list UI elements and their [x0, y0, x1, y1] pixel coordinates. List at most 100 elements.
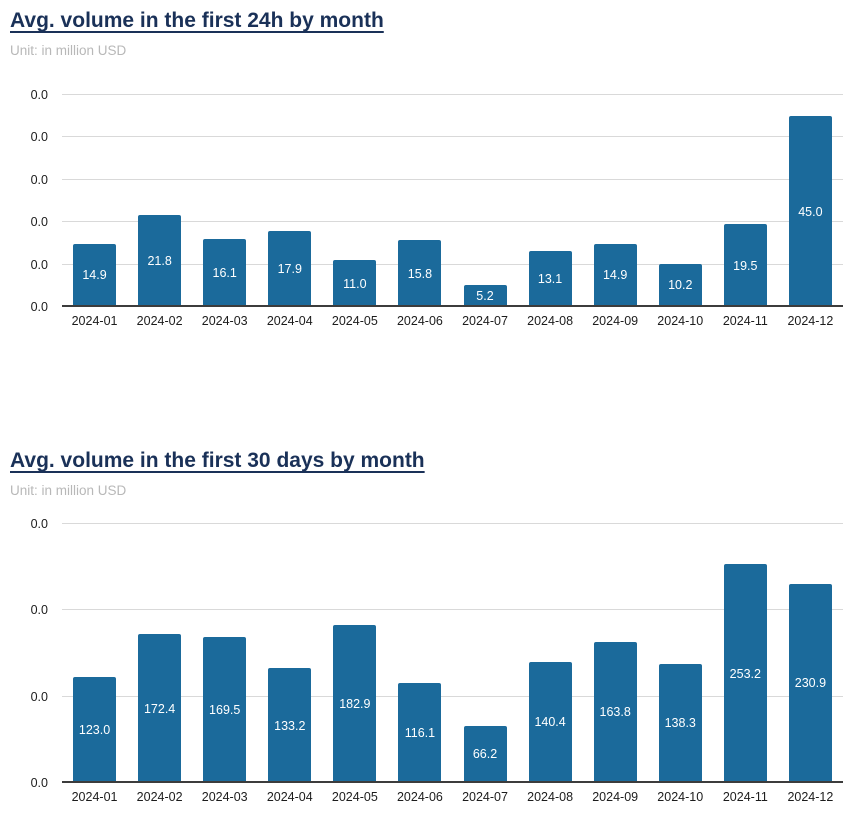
x-tick-label: 2024-09 [592, 314, 639, 328]
bar-slot: 116.1 [387, 524, 452, 783]
x-tick-label: 2024-07 [462, 314, 508, 328]
bar-slot: 66.2 [452, 524, 517, 783]
x-axis-line [62, 305, 843, 307]
y-tick-label: 0.0 [30, 130, 48, 145]
bar-2024-06: 15.8 [398, 240, 442, 307]
bar-value-label: 17.9 [277, 262, 302, 277]
gridline [62, 94, 843, 95]
bar-chart-30d: 0.0 0.0 0.0 0.0 123.0 172.4 169.5 133.2 182.9 11… [10, 517, 855, 809]
bar-value-label: 182.9 [339, 697, 371, 712]
chart-subtitle-24h: Unit: in million USD [10, 43, 127, 58]
y-axis-30d: 0.0 0.0 0.0 0.0 [10, 517, 62, 790]
bar-slot: 13.1 [518, 95, 583, 307]
chart-subtitle-30d: Unit: in million USD [10, 483, 127, 498]
bar-2024-09: 163.8 [593, 641, 637, 783]
x-tick-label: 2024-09 [592, 790, 639, 804]
bar-slot: 15.8 [387, 95, 452, 307]
bar-value-label: 16.1 [212, 265, 237, 280]
bar-slot: 163.8 [583, 524, 648, 783]
bar-2024-10: 138.3 [658, 663, 702, 783]
bar-value-label: 169.5 [209, 702, 241, 717]
chart-section-24h: Avg. volume in the first 24h by month Un… [10, 8, 855, 333]
bars-group: 14.9 21.8 16.1 17.9 11.0 15.8 5.2 13.1 14.9 10.2 1… [62, 95, 843, 307]
bars-group: 123.0 172.4 169.5 133.2 182.9 116.1 66.2 140.4 1… [62, 524, 843, 783]
bar-value-label: 172.4 [143, 701, 176, 716]
bar-slot: 11.0 [322, 95, 387, 307]
y-tick-label: 0.0 [30, 172, 48, 187]
bar-slot: 19.5 [713, 95, 778, 307]
bar-2024-05: 182.9 [333, 625, 377, 783]
x-tick-label: 2024-05 [331, 790, 378, 804]
bar-2024-04: 133.2 [268, 668, 312, 783]
bar-value-label: 123.0 [78, 722, 111, 737]
bar-slot: 169.5 [192, 524, 257, 783]
x-tick-label: 2024-06 [396, 314, 443, 328]
chart-section-30d: Avg. volume in the first 30 days by mont… [10, 448, 855, 809]
bar-slot: 14.9 [583, 95, 648, 307]
bar-2024-03: 169.5 [203, 636, 247, 783]
bar-value-label: 21.8 [147, 253, 172, 268]
bar-value-label: 13.1 [537, 272, 563, 287]
plot-area-30d: 123.0 172.4 169.5 133.2 182.9 116.1 66.2 140.4 1… [62, 523, 843, 783]
bar-slot: 230.9 [778, 524, 843, 783]
y-tick-label: 0.0 [30, 603, 48, 618]
bar-2024-12: 45.0 [788, 116, 832, 307]
gridline [62, 221, 843, 223]
x-tick-label: 2024-07 [462, 790, 508, 804]
x-tick-label: 2024-05 [331, 314, 378, 328]
bar-value-label: 11.0 [343, 276, 367, 291]
chart-title-24h[interactable]: Avg. volume in the first 24h by month [10, 9, 384, 32]
bar-2024-08: 13.1 [528, 251, 572, 307]
bar-slot: 16.1 [192, 95, 257, 307]
bar-slot: 138.3 [648, 524, 713, 783]
x-tick-label: 2024-01 [71, 790, 118, 804]
x-tick-label: 2024-10 [657, 314, 704, 328]
x-tick-label: 2024-12 [787, 314, 834, 328]
bar-2024-06: 116.1 [398, 682, 442, 783]
bar-slot: 182.9 [322, 524, 387, 783]
bar-slot: 253.2 [713, 524, 778, 783]
y-tick-label: 0.0 [30, 88, 48, 102]
chart-title-30d[interactable]: Avg. volume in the first 30 days by mont… [10, 449, 425, 472]
bar-value-label: 45.0 [798, 204, 823, 219]
bar-slot: 140.4 [518, 524, 583, 783]
bar-2024-05: 11.0 [333, 260, 377, 307]
x-tick-label: 2024-11 [722, 790, 768, 804]
bar-2024-01: 123.0 [73, 676, 117, 783]
x-tick-label: 2024-08 [527, 790, 574, 804]
y-tick-label: 0.0 [30, 776, 48, 790]
y-tick-label: 0.0 [30, 215, 48, 230]
x-tick-label: 2024-04 [266, 790, 313, 804]
x-tick-label: 2024-10 [657, 790, 704, 804]
bar-value-label: 19.5 [733, 258, 758, 273]
bar-2024-12: 230.9 [788, 583, 832, 783]
bar-slot: 5.2 [452, 95, 517, 307]
gridline [62, 178, 843, 180]
plot-area-24h: 14.9 21.8 16.1 17.9 11.0 15.8 5.2 13.1 14.9 10.2 1… [62, 94, 843, 307]
x-tick-label: 2024-02 [136, 790, 183, 804]
bar-2024-09: 14.9 [593, 243, 637, 307]
bar-slot: 123.0 [62, 524, 127, 783]
bar-value-label: 66.2 [472, 747, 498, 762]
y-tick-label: 0.0 [30, 517, 48, 531]
x-tick-label: 2024-03 [201, 314, 248, 328]
bar-value-label: 140.4 [534, 715, 566, 730]
x-tick-label: 2024-12 [787, 790, 834, 804]
bar-2024-07: 5.2 [463, 284, 507, 307]
y-tick-label: 0.0 [30, 689, 48, 704]
x-axis-line [62, 781, 843, 783]
bar-2024-07: 66.2 [463, 725, 507, 783]
bar-value-label: 15.8 [407, 266, 433, 281]
x-tick-label: 2024-08 [527, 314, 574, 328]
y-axis-24h: 0.0 0.0 0.0 0.0 0.0 0.0 [10, 88, 62, 314]
gridline [62, 523, 843, 524]
x-tick-label: 2024-11 [722, 314, 768, 328]
bar-value-label: 133.2 [274, 718, 306, 733]
bar-value-label: 138.3 [664, 716, 696, 731]
bar-value-label: 10.2 [668, 278, 693, 293]
bar-2024-02: 172.4 [138, 634, 182, 783]
bar-slot: 21.8 [127, 95, 192, 307]
x-tick-label: 2024-01 [71, 314, 118, 328]
bar-slot: 17.9 [257, 95, 322, 307]
bar-slot: 133.2 [257, 524, 322, 783]
